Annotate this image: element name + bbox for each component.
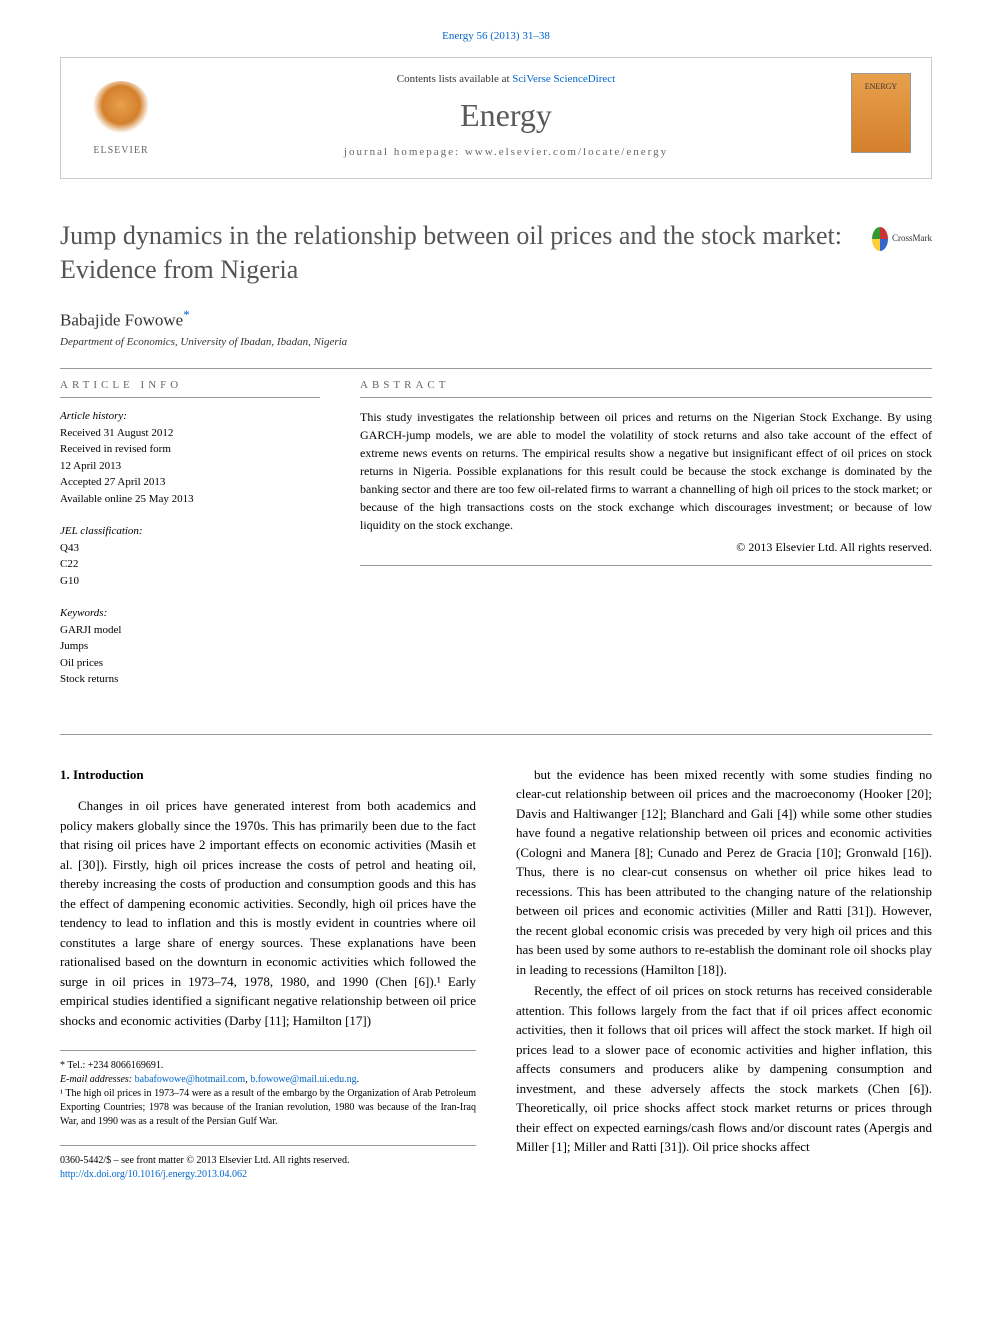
keyword: Stock returns bbox=[60, 671, 320, 688]
jel-classification: JEL classification: Q43 C22 G10 bbox=[60, 523, 320, 589]
journal-cover-thumbnail: ENERGY bbox=[851, 73, 911, 153]
abstract-text: This study investigates the relationship… bbox=[360, 408, 932, 534]
email-label: E-mail addresses: bbox=[60, 1074, 135, 1085]
history-item: Accepted 27 April 2013 bbox=[60, 474, 320, 491]
title-text: Jump dynamics in the relationship betwee… bbox=[60, 221, 842, 284]
homepage-url[interactable]: www.elsevier.com/locate/energy bbox=[465, 146, 668, 158]
divider bbox=[360, 565, 932, 566]
sciencedirect-link[interactable]: SciVerse ScienceDirect bbox=[512, 73, 615, 85]
email-link[interactable]: babafowowe@hotmail.com bbox=[135, 1074, 246, 1085]
article-title: Jump dynamics in the relationship betwee… bbox=[60, 219, 932, 287]
journal-header: ELSEVIER Contents lists available at Sci… bbox=[60, 57, 932, 179]
article-history: Article history: Received 31 August 2012… bbox=[60, 408, 320, 507]
issn-copyright: 0360-5442/$ – see front matter © 2013 El… bbox=[60, 1154, 476, 1168]
email-link[interactable]: b.fowowe@mail.ui.edu.ng bbox=[250, 1074, 356, 1085]
history-item: 12 April 2013 bbox=[60, 458, 320, 475]
journal-name: Energy bbox=[181, 97, 831, 134]
crossmark-icon bbox=[872, 227, 888, 251]
author-text: Babajide Fowowe bbox=[60, 310, 183, 329]
elsevier-logo: ELSEVIER bbox=[81, 73, 161, 163]
tel-number: +234 8066169691. bbox=[88, 1060, 164, 1071]
divider bbox=[60, 734, 932, 735]
section-heading: 1. Introduction bbox=[60, 765, 476, 785]
journal-homepage: journal homepage: www.elsevier.com/locat… bbox=[181, 146, 831, 158]
body-text: 1. Introduction Changes in oil prices ha… bbox=[60, 765, 932, 1183]
article-footer: 0360-5442/$ – see front matter © 2013 El… bbox=[60, 1145, 476, 1182]
abstract-column: ABSTRACT This study investigates the rel… bbox=[360, 379, 932, 704]
footnotes: * Tel.: +234 8066169691. E-mail addresse… bbox=[60, 1050, 476, 1129]
abstract-label: ABSTRACT bbox=[360, 379, 932, 398]
keywords-label: Keywords: bbox=[60, 605, 320, 622]
jel-code: Q43 bbox=[60, 540, 320, 557]
author-name: Babajide Fowowe* bbox=[60, 307, 932, 331]
jel-label: JEL classification: bbox=[60, 523, 320, 540]
history-item: Received 31 August 2012 bbox=[60, 425, 320, 442]
article-info-column: ARTICLE INFO Article history: Received 3… bbox=[60, 379, 320, 704]
footnote-1: ¹ The high oil prices in 1973–74 were as… bbox=[60, 1087, 476, 1129]
homepage-label: journal homepage: bbox=[344, 146, 465, 158]
body-paragraph: Recently, the effect of oil prices on st… bbox=[516, 981, 932, 1157]
contents-text: Contents lists available at bbox=[397, 73, 512, 85]
body-paragraph: Changes in oil prices have generated int… bbox=[60, 796, 476, 1030]
abstract-copyright: © 2013 Elsevier Ltd. All rights reserved… bbox=[360, 540, 932, 555]
tel-label: * Tel.: bbox=[60, 1060, 88, 1071]
article-info-label: ARTICLE INFO bbox=[60, 379, 320, 398]
corr-tel: * Tel.: +234 8066169691. bbox=[60, 1059, 476, 1073]
left-column: 1. Introduction Changes in oil prices ha… bbox=[60, 765, 476, 1183]
author-corr-mark: * bbox=[183, 307, 190, 322]
elsevier-tree-icon bbox=[91, 81, 151, 141]
right-column: but the evidence has been mixed recently… bbox=[516, 765, 932, 1183]
corr-email: E-mail addresses: babafowowe@hotmail.com… bbox=[60, 1073, 476, 1087]
contents-available: Contents lists available at SciVerse Sci… bbox=[181, 73, 831, 85]
keyword: GARJI model bbox=[60, 622, 320, 639]
doi-link[interactable]: http://dx.doi.org/10.1016/j.energy.2013.… bbox=[60, 1169, 247, 1180]
divider bbox=[60, 368, 932, 369]
jel-code: C22 bbox=[60, 556, 320, 573]
crossmark-badge[interactable]: CrossMark bbox=[872, 224, 932, 254]
jel-code: G10 bbox=[60, 573, 320, 590]
history-label: Article history: bbox=[60, 408, 320, 425]
history-item: Received in revised form bbox=[60, 441, 320, 458]
publisher-name: ELSEVIER bbox=[93, 145, 148, 156]
history-item: Available online 25 May 2013 bbox=[60, 491, 320, 508]
body-paragraph: but the evidence has been mixed recently… bbox=[516, 765, 932, 980]
keyword: Jumps bbox=[60, 638, 320, 655]
journal-reference: Energy 56 (2013) 31–38 bbox=[60, 30, 932, 42]
keyword: Oil prices bbox=[60, 655, 320, 672]
author-affiliation: Department of Economics, University of I… bbox=[60, 336, 932, 348]
keywords: Keywords: GARJI model Jumps Oil prices S… bbox=[60, 605, 320, 688]
crossmark-label: CrossMark bbox=[892, 233, 932, 245]
